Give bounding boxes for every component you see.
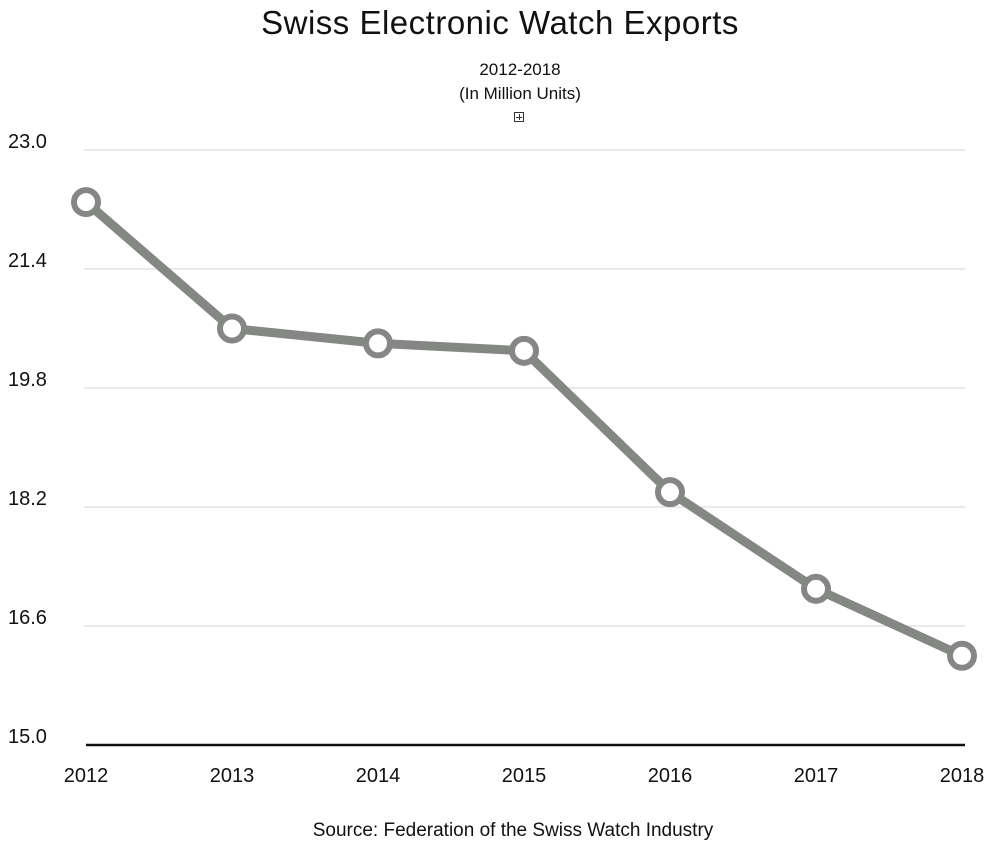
subtitle-line-years: 2012-2018 bbox=[479, 60, 561, 79]
subtitle-line-units: (In Million Units) bbox=[459, 84, 581, 103]
x-tick-label: 2015 bbox=[502, 765, 547, 787]
data-point[interactable] bbox=[217, 313, 247, 344]
y-tick-label: 15.0 bbox=[8, 726, 47, 748]
x-tick-label: 2012 bbox=[64, 765, 109, 787]
chart-title: Swiss Electronic Watch Exports bbox=[261, 4, 739, 41]
x-tick-label: 2013 bbox=[210, 765, 255, 787]
expand-icon[interactable] bbox=[514, 112, 524, 122]
x-tick-label: 2018 bbox=[940, 765, 985, 787]
y-tick-label: 21.4 bbox=[8, 250, 47, 272]
data-point[interactable] bbox=[801, 573, 831, 604]
x-axis-ticks: 2012 2013 2014 2015 2016 2017 2018 bbox=[64, 765, 985, 787]
data-point[interactable] bbox=[363, 328, 393, 359]
data-point[interactable] bbox=[947, 640, 977, 671]
y-tick-label: 18.2 bbox=[8, 488, 47, 510]
y-axis-ticks: 15.0 16.6 18.2 19.8 21.4 23.0 bbox=[8, 131, 47, 748]
gridlines bbox=[84, 149, 965, 747]
x-tick-label: 2017 bbox=[794, 765, 839, 787]
source-note: Source: Federation of the Swiss Watch In… bbox=[312, 820, 714, 841]
data-point[interactable] bbox=[509, 335, 539, 366]
chart-subtitle: 2012-2018 (In Million Units) bbox=[0, 58, 1000, 106]
data-point[interactable] bbox=[655, 477, 685, 508]
series-layer bbox=[71, 187, 977, 671]
x-tick-label: 2016 bbox=[648, 765, 693, 787]
y-tick-label: 19.8 bbox=[8, 369, 47, 391]
data-point[interactable] bbox=[71, 187, 101, 218]
x-tick-label: 2014 bbox=[356, 765, 401, 787]
y-tick-label: 23.0 bbox=[8, 131, 47, 153]
y-tick-label: 16.6 bbox=[8, 607, 47, 629]
